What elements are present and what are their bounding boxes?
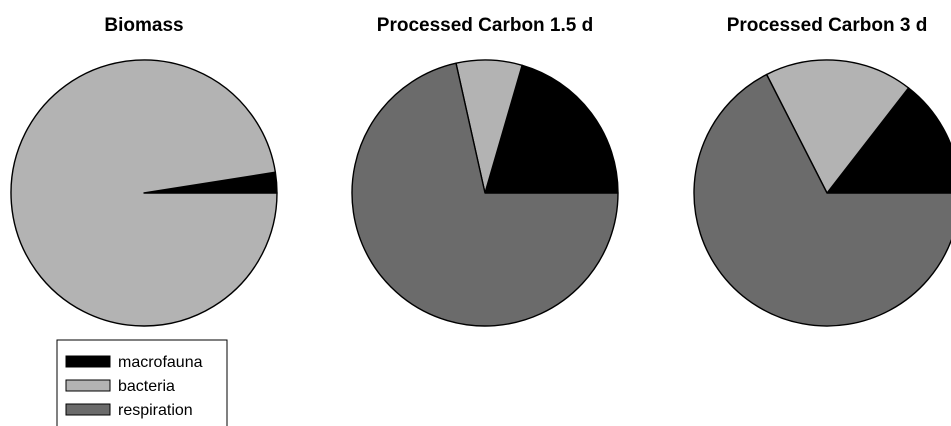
legend-label-respiration: respiration [118,402,193,419]
legend-swatch-macrofauna [65,355,111,368]
pie-biomass [10,59,278,327]
pie-processed-carbon-1-5d [351,59,619,327]
legend: macrofauna bacteria respiration [56,339,228,426]
pie-slice-processed-carbon-1-5d-respiration [351,62,619,327]
pie-title-processed-carbon-1-5d: Processed Carbon 1.5 d [377,15,593,36]
pie-slice-biomass-bacteria [10,59,278,327]
legend-label-bacteria: bacteria [118,378,175,395]
pie-slice-processed-carbon-1-5d-macrofauna [484,64,619,194]
pie-slice-processed-carbon-3d-respiration [693,73,951,327]
pie-title-biomass: Biomass [104,15,183,36]
pie-title-processed-carbon-3d: Processed Carbon 3 d [727,15,928,36]
pie-slice-processed-carbon-3d-macrofauna [826,87,951,194]
pie-slice-processed-carbon-3d-bacteria [765,59,910,194]
legend-swatch-bacteria [65,379,111,392]
pie-processed-carbon-3d [693,59,951,327]
legend-label-macrofauna: macrofauna [118,354,203,371]
legend-swatch-respiration [65,403,111,416]
